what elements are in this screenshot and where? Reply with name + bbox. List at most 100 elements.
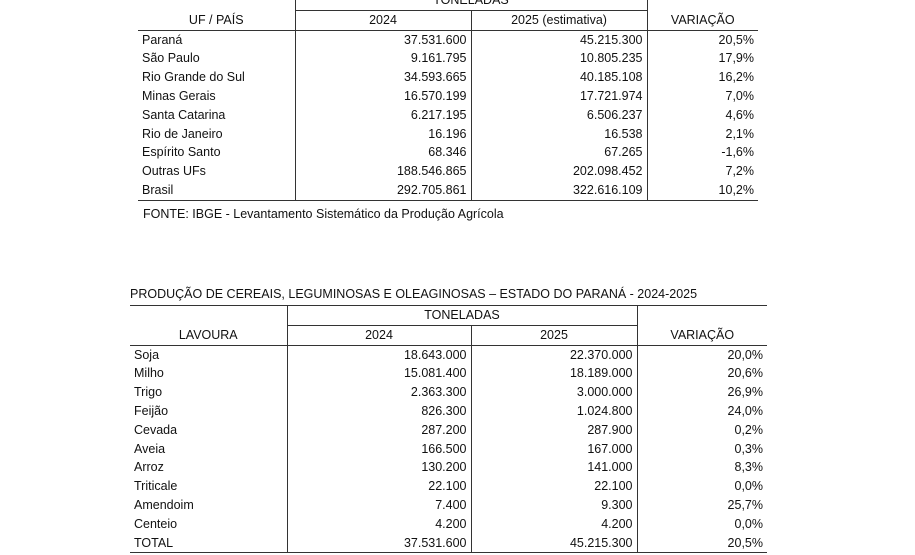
variation: 24,0% (727, 403, 763, 418)
row-label: TOTAL (130, 533, 287, 554)
value-2024: 68.346 (294, 143, 471, 163)
value-2024: 37.531.600 (286, 533, 471, 554)
value-2024: 826.300 (286, 401, 471, 421)
table-row: Soja 18.643.000 22.370.000 20,0% (130, 345, 767, 365)
table1-col-variation: VARIAÇÃO (647, 10, 758, 31)
table-row: Brasil 292.705.861 322.616.109 10,2% (138, 180, 758, 201)
variation: 20,5% (718, 32, 754, 47)
variation: 8,3% (734, 460, 764, 475)
variation: 2,1% (725, 126, 755, 141)
value-2025: 45.215.300 (470, 533, 638, 554)
table1-source-note: FONTE: IBGE - Levantamento Sistemático d… (143, 207, 504, 221)
value-2024: 188.546.865 (294, 162, 471, 181)
variation: 0,0% (734, 516, 764, 531)
table1-group-header: TONELADAS (294, 0, 648, 11)
row-label: Espírito Santo (142, 145, 221, 160)
table-row: Rio de Janeiro 16.196 16.538 2,1% (138, 124, 758, 144)
table-row: Cevada 287.200 287.900 0,2% (130, 420, 767, 440)
variation: 0,3% (734, 441, 764, 456)
value-2024: 7.400 (286, 495, 471, 515)
value-2025: 16.538 (470, 124, 648, 144)
table2-header: TONELADAS LAVOURA 2024 2025 VARIAÇÃO (130, 305, 767, 346)
table-row: Trigo 2.363.300 3.000.000 26,9% (130, 383, 767, 402)
value-2024: 292.705.861 (294, 180, 471, 201)
value-2024: 287.200 (286, 420, 471, 440)
row-label: Santa Catarina (142, 107, 226, 122)
row-label: Aveia (134, 441, 166, 456)
value-2024: 16.570.199 (294, 86, 471, 106)
value-2025: 67.265 (470, 143, 648, 163)
row-label: Triticale (134, 479, 178, 494)
row-label: São Paulo (142, 51, 200, 66)
table-row: Minas Gerais 16.570.199 17.721.974 7,0% (138, 86, 758, 106)
value-2024: 166.500 (286, 439, 471, 459)
table1-col-2024: 2024 (294, 10, 471, 31)
table1-column-header-row: UF / PAÍS 2024 2025 (estimativa) VARIAÇÃ… (138, 10, 758, 31)
value-2024: 18.643.000 (286, 345, 471, 365)
value-2025: 22.100 (470, 477, 638, 496)
value-2025: 141.000 (470, 458, 638, 478)
value-2024: 2.363.300 (286, 383, 471, 402)
row-label: Rio de Janeiro (142, 126, 223, 141)
value-2025: 4.200 (470, 514, 638, 534)
table-row: Milho 15.081.400 18.189.000 20,6% (130, 364, 767, 384)
row-label: Feijão (134, 403, 169, 418)
table-row: TOTAL 37.531.600 45.215.300 20,5% (130, 533, 767, 554)
row-label: Paraná (142, 32, 183, 47)
variation: 7,2% (725, 164, 755, 179)
parana-crop-production-table: TONELADAS LAVOURA 2024 2025 VARIAÇÃO Soj… (130, 305, 767, 554)
row-label: Amendoim (134, 497, 194, 512)
variation: 25,7% (727, 497, 763, 512)
row-label: Trigo (134, 385, 163, 400)
table2-group-header-row: TONELADAS (130, 305, 767, 326)
row-label: Milho (134, 366, 164, 381)
table1-group-header-row: TONELADAS (138, 0, 758, 11)
table1-col-label: UF / PAÍS (138, 10, 295, 31)
table2-group-header: TONELADAS (286, 305, 638, 326)
row-label: Arroz (134, 460, 164, 475)
variation: 0,0% (734, 479, 764, 494)
value-2025: 40.185.108 (470, 68, 648, 87)
variation: 20,6% (727, 366, 763, 381)
table-row: Rio Grande do Sul 34.593.665 40.185.108 16,… (138, 68, 758, 87)
table1-header: TONELADAS UF / PAÍS 2024 2025 (estimativ… (138, 0, 758, 31)
variation: 20,0% (727, 347, 763, 362)
value-2024: 9.161.795 (294, 49, 471, 69)
table2-column-header-row: LAVOURA 2024 2025 VARIAÇÃO (130, 325, 767, 346)
value-2025: 322.616.109 (470, 180, 648, 201)
value-2024: 15.081.400 (286, 364, 471, 384)
value-2025: 1.024.800 (470, 401, 638, 421)
value-2025: 22.370.000 (470, 345, 638, 365)
table-row: Santa Catarina 6.217.195 6.506.237 4,6% (138, 105, 758, 125)
value-2024: 130.200 (286, 458, 471, 478)
table-row: Triticale 22.100 22.100 0,0% (130, 477, 767, 496)
table2-col-2025: 2025 (470, 325, 638, 346)
row-label: Minas Gerais (142, 88, 216, 103)
value-2024: 34.593.665 (294, 68, 471, 87)
variation: 4,6% (725, 107, 755, 122)
table-row: Paraná 37.531.600 45.215.300 20,5% (138, 30, 758, 50)
table-row: Amendoim 7.400 9.300 25,7% (130, 495, 767, 515)
value-2025: 167.000 (470, 439, 638, 459)
variation: 20,5% (637, 533, 767, 554)
row-label: Centeio (134, 516, 178, 531)
value-2025: 17.721.974 (470, 86, 648, 106)
row-label: Outras UFs (142, 164, 206, 179)
variation: -1,6% (721, 145, 754, 160)
value-2024: 16.196 (294, 124, 471, 144)
row-label: Cevada (134, 422, 178, 437)
value-2025: 3.000.000 (470, 383, 638, 402)
table2-col-2024: 2024 (286, 325, 471, 346)
value-2024: 22.100 (286, 477, 471, 496)
variation: 17,9% (718, 51, 754, 66)
row-label: Soja (134, 347, 160, 362)
table1-body: Paraná 37.531.600 45.215.300 20,5% São Paulo… (138, 30, 758, 201)
table1-col-2025: 2025 (estimativa) (470, 10, 648, 31)
value-2025: 45.215.300 (470, 30, 648, 50)
value-2025: 6.506.237 (470, 105, 648, 125)
value-2025: 287.900 (470, 420, 638, 440)
table-row: São Paulo 9.161.795 10.805.235 17,9% (138, 49, 758, 69)
table-row: Feijão 826.300 1.024.800 24,0% (130, 401, 767, 421)
production-by-state-table: TONELADAS UF / PAÍS 2024 2025 (estimativ… (138, 0, 758, 201)
variation: 0,2% (734, 422, 764, 437)
